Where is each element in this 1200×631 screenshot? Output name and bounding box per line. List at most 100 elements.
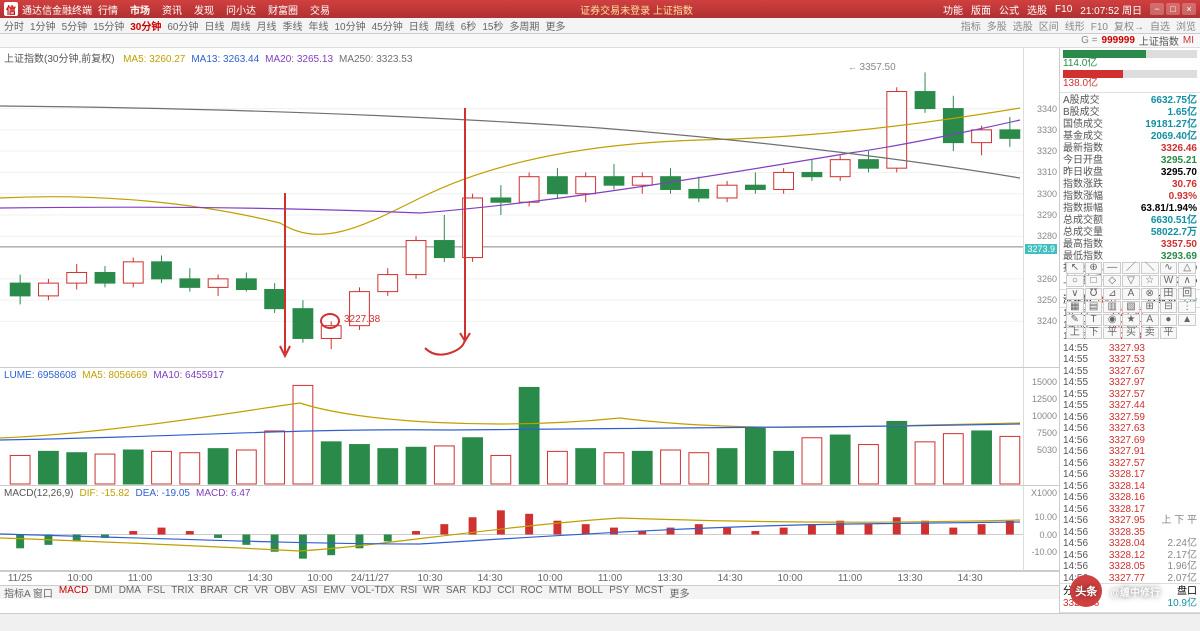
ind-VR[interactable]: VR <box>254 585 268 600</box>
tool-□[interactable]: □ <box>1085 275 1103 287</box>
ind-DMI[interactable]: DMI <box>94 585 112 600</box>
tbr-指标[interactable]: 指标 <box>961 22 981 33</box>
close-button[interactable]: × <box>1182 3 1196 15</box>
macd-pane[interactable]: MACD(12,26,9)DIF: -15.82DEA: -19.05MACD:… <box>0 486 1059 571</box>
minimize-button[interactable]: − <box>1150 3 1164 15</box>
ind-ROC[interactable]: ROC <box>521 585 543 600</box>
menu-交易[interactable]: 交易 <box>310 2 330 17</box>
tf-5分钟[interactable]: 5分钟 <box>62 18 88 33</box>
tool-☆[interactable]: ☆ <box>1141 275 1159 287</box>
tf-月线[interactable]: 月线 <box>257 18 277 33</box>
tool-回[interactable]: 回 <box>1178 288 1196 300</box>
tf-15秒[interactable]: 15秒 <box>482 18 503 33</box>
ind-RSI[interactable]: RSI <box>400 585 417 600</box>
tool-／[interactable]: ／ <box>1122 262 1140 274</box>
tool-∧[interactable]: ∧ <box>1178 275 1196 287</box>
tool-卖[interactable]: 卖 <box>1141 327 1159 339</box>
tool-买[interactable]: 买 <box>1122 327 1140 339</box>
tool-✎[interactable]: ✎ <box>1066 314 1084 326</box>
menu-财富圈[interactable]: 财富圈 <box>268 2 298 17</box>
ind-MCST[interactable]: MCST <box>635 585 663 600</box>
ind-EMV[interactable]: EMV <box>323 585 345 600</box>
menu-市场[interactable]: 市场 <box>130 2 150 17</box>
tool-∿[interactable]: ∿ <box>1160 262 1178 274</box>
tool-⊿[interactable]: ⊿ <box>1103 288 1121 300</box>
ind-VOL-TDX[interactable]: VOL-TDX <box>351 585 394 600</box>
menu-问小达[interactable]: 问小达 <box>226 2 256 17</box>
tool-A[interactable]: A <box>1122 288 1140 300</box>
ind-KDJ[interactable]: KDJ <box>472 585 491 600</box>
tbr-复权→[interactable]: 复权→ <box>1114 22 1144 33</box>
tool-▽[interactable]: ▽ <box>1122 275 1140 287</box>
tf-6秒[interactable]: 6秒 <box>461 18 477 33</box>
tool-▥[interactable]: ▥ <box>1103 301 1121 313</box>
tool-上[interactable]: 上 <box>1066 327 1084 339</box>
tool-田[interactable]: 田 <box>1160 288 1178 300</box>
tool-℧[interactable]: ℧ <box>1085 288 1103 300</box>
volume-chart[interactable] <box>0 368 1024 486</box>
tool-平[interactable]: 平 <box>1160 327 1178 339</box>
tool-下[interactable]: 下 <box>1085 327 1103 339</box>
tbr-选股[interactable]: 选股 <box>1013 22 1033 33</box>
ind-BOLL[interactable]: BOLL <box>578 585 604 600</box>
tf-日线[interactable]: 日线 <box>409 18 429 33</box>
tool-△[interactable]: △ <box>1178 262 1196 274</box>
tool-▧[interactable]: ▧ <box>1122 301 1140 313</box>
ind-MACD[interactable]: MACD <box>59 585 88 600</box>
rmenu-功能[interactable]: 功能 <box>943 2 963 17</box>
tf-多周期[interactable]: 多周期 <box>509 18 539 33</box>
tf-周线[interactable]: 周线 <box>231 18 251 33</box>
menu-发现[interactable]: 发现 <box>194 2 214 17</box>
tf-45分钟[interactable]: 45分钟 <box>372 18 403 33</box>
tool-◉[interactable]: ◉ <box>1103 314 1121 326</box>
ind-CCI[interactable]: CCI <box>497 585 514 600</box>
rmenu-公式[interactable]: 公式 <box>999 2 1019 17</box>
ind-DMA[interactable]: DMA <box>119 585 141 600</box>
tf-30分钟[interactable]: 30分钟 <box>130 18 161 33</box>
tf-周线[interactable]: 周线 <box>435 18 455 33</box>
maximize-button[interactable]: □ <box>1166 3 1180 15</box>
tool-＼[interactable]: ＼ <box>1141 262 1159 274</box>
ind-MTM[interactable]: MTM <box>549 585 572 600</box>
tool-↖[interactable]: ↖ <box>1066 262 1084 274</box>
kline-pane[interactable]: 上证指数(30分钟,前复权) MA5: 3260.27MA13: 3263.44… <box>0 48 1059 368</box>
menu-资讯[interactable]: 资讯 <box>162 2 182 17</box>
tool-⋮[interactable]: ⋮ <box>1178 301 1196 313</box>
tool-⊕[interactable]: ⊕ <box>1085 262 1103 274</box>
tbr-F10[interactable]: F10 <box>1091 22 1108 33</box>
ind-OBV[interactable]: OBV <box>274 585 295 600</box>
ind-FSL[interactable]: FSL <box>147 585 165 600</box>
tbr-多股[interactable]: 多股 <box>987 22 1007 33</box>
tool-●[interactable]: ● <box>1160 314 1178 326</box>
tool-—[interactable]: — <box>1103 262 1121 274</box>
tf-季线[interactable]: 季线 <box>283 18 303 33</box>
tool-∨[interactable]: ∨ <box>1066 288 1084 300</box>
ind-CR[interactable]: CR <box>234 585 248 600</box>
tf-60分钟[interactable]: 60分钟 <box>167 18 198 33</box>
ind-更多[interactable]: 更多 <box>669 585 689 600</box>
menu-行情[interactable]: 行情 <box>98 2 118 17</box>
tf-日线[interactable]: 日线 <box>205 18 225 33</box>
kline-chart[interactable] <box>0 48 1024 368</box>
ind-PSY[interactable]: PSY <box>609 585 629 600</box>
tool-★[interactable]: ★ <box>1122 314 1140 326</box>
rmenu-版面[interactable]: 版面 <box>971 2 991 17</box>
ind-WR[interactable]: WR <box>423 585 440 600</box>
tool-⊗[interactable]: ⊗ <box>1141 288 1159 300</box>
tf-年线[interactable]: 年线 <box>309 18 329 33</box>
tf-15分钟[interactable]: 15分钟 <box>93 18 124 33</box>
tool-平[interactable]: 平 <box>1103 327 1121 339</box>
ind-ASI[interactable]: ASI <box>301 585 317 600</box>
ind-BRAR[interactable]: BRAR <box>200 585 228 600</box>
security-code[interactable]: 999999 <box>1102 35 1135 46</box>
ind-TRIX[interactable]: TRIX <box>171 585 194 600</box>
tf-1分钟[interactable]: 1分钟 <box>30 18 56 33</box>
tbr-区间[interactable]: 区间 <box>1039 22 1059 33</box>
tbr-自选[interactable]: 自选 <box>1150 22 1170 33</box>
tbr-线形[interactable]: 线形 <box>1065 22 1085 33</box>
tool-T[interactable]: T <box>1085 314 1103 326</box>
tf-更多[interactable]: 更多 <box>545 18 565 33</box>
tool-▲[interactable]: ▲ <box>1178 314 1196 326</box>
tbr-浏览[interactable]: 浏览 <box>1176 22 1196 33</box>
toolbar-prefix[interactable]: 分时 <box>4 18 24 33</box>
